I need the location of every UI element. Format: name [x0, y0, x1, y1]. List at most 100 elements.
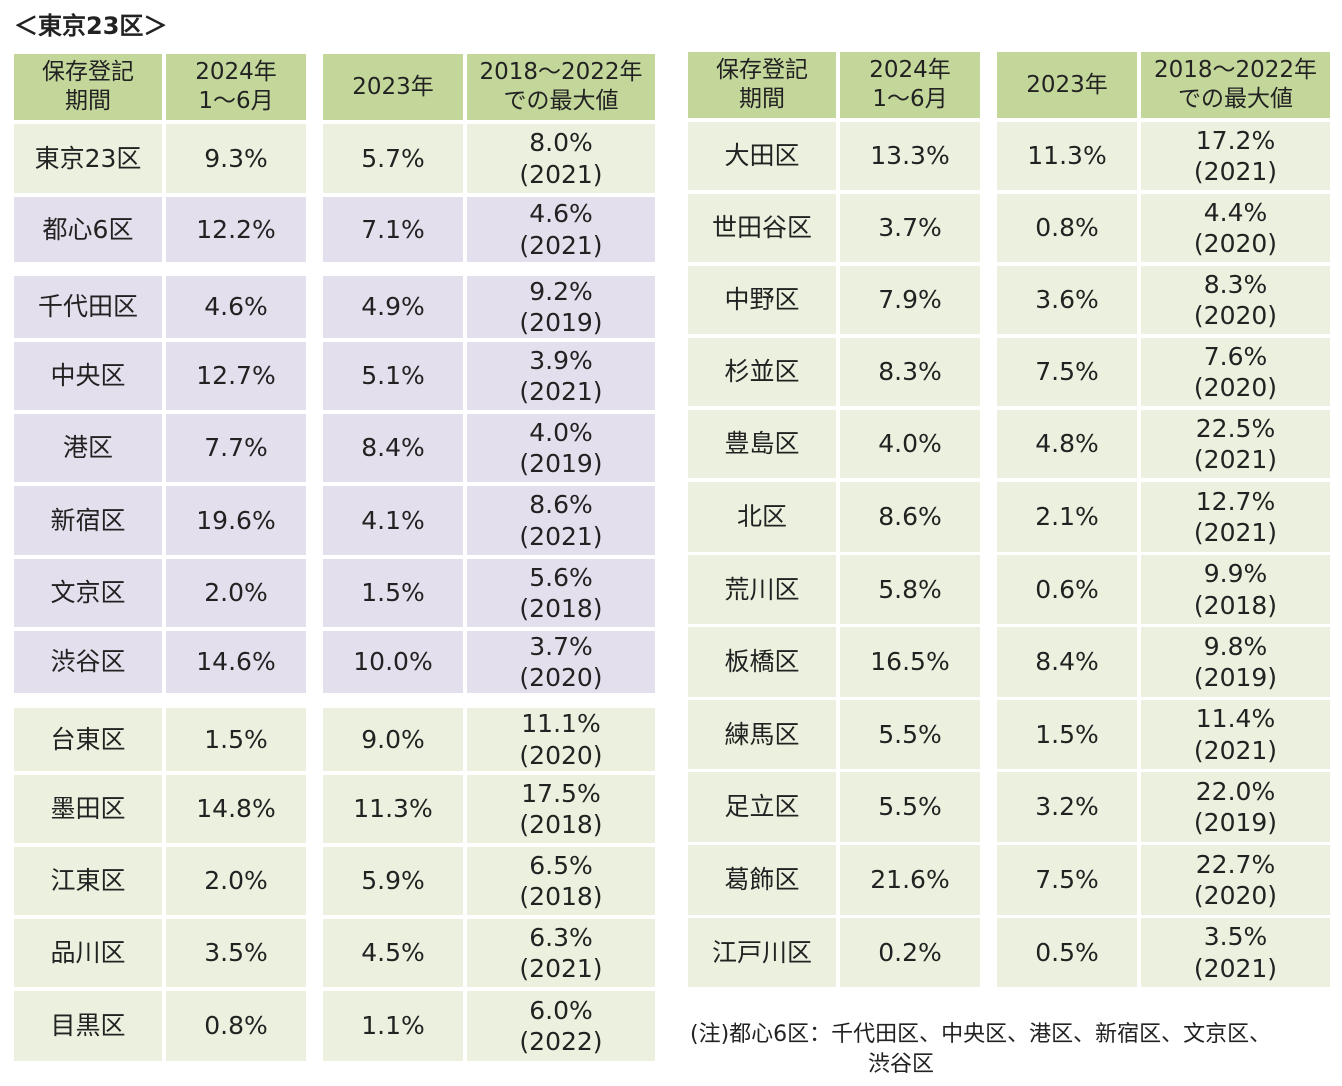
table-cell: 4.4% (2020) — [1141, 194, 1330, 262]
table-cell: 杉並区 — [688, 338, 836, 406]
cell-text: (2021) — [1193, 518, 1278, 547]
cell-text: 3.7% — [878, 213, 942, 243]
table-cell: 4.1% — [323, 486, 463, 555]
cell-text: 4.9% — [361, 292, 425, 322]
cell-text: (2021) — [519, 377, 603, 406]
cell-text: 1.5% — [361, 578, 425, 608]
cell-text: 7.5% — [1035, 357, 1099, 387]
table-cell: 22.7% (2020) — [1141, 845, 1330, 915]
cell-text: (2021) — [519, 954, 603, 983]
table-cell: 11.3% — [323, 775, 463, 843]
table-cell: 0.8% — [166, 991, 306, 1061]
table-cell: 4.6% (2021) — [467, 197, 655, 262]
cell-text: (2019) — [1193, 808, 1278, 837]
table-cell: 0.8% — [997, 194, 1137, 262]
cell-text: 2023年 — [352, 73, 434, 100]
cell-text: 14.8% — [196, 794, 276, 824]
table-cell: 2.0% — [166, 847, 306, 915]
cell-text: 1.5% — [1035, 719, 1099, 749]
cell-text: 渋谷区 — [50, 647, 126, 677]
cell-text: 9.8% — [1203, 631, 1268, 661]
table-cell: 世田谷区 — [688, 194, 836, 262]
note: 渋谷区 — [868, 1052, 935, 1077]
cell-text: 8.4% — [361, 433, 425, 463]
table-cell: 7.5% — [997, 845, 1137, 915]
cell-text: (2022) — [519, 1027, 603, 1056]
cell-text: 4.8% — [1035, 429, 1099, 459]
table-cell: 文京区 — [14, 559, 162, 627]
header-cell: 保存登記 期間 — [14, 54, 162, 120]
table-cell: 北区 — [688, 482, 836, 552]
table-cell: 16.5% — [840, 627, 980, 697]
cell-text: 16.5% — [870, 647, 950, 677]
table-cell: 7.5% — [997, 338, 1137, 406]
table-cell: 2.0% — [166, 559, 306, 627]
title: ＜東京23区＞ — [14, 12, 168, 40]
cell-text: 足立区 — [724, 792, 800, 822]
cell-text: 5.1% — [361, 361, 425, 391]
cell-text: 杉並区 — [724, 357, 800, 387]
cell-text: 期間 — [65, 88, 111, 114]
cell-text: (2019) — [1193, 663, 1278, 692]
table-cell: 東京23区 — [14, 124, 162, 193]
cell-text: 11.4% — [1195, 704, 1276, 734]
table-cell: 2.1% — [997, 482, 1137, 552]
table-cell: 千代田区 — [14, 276, 162, 338]
cell-text: (2021) — [1193, 445, 1278, 474]
cell-text: 7.6% — [1203, 341, 1268, 371]
table-cell: 5.1% — [323, 342, 463, 410]
header-cell: 2024年 1～6月 — [166, 54, 306, 120]
table-cell: 5.5% — [840, 772, 980, 842]
table-cell: 9.8% (2019) — [1141, 627, 1330, 697]
table-cell: 江東区 — [14, 847, 162, 915]
cell-text: (2021) — [1193, 735, 1278, 765]
table-cell: 22.0% (2019) — [1141, 772, 1330, 842]
table-cell: 4.0% — [840, 410, 980, 478]
cell-text: 11.3% — [1027, 141, 1107, 171]
cell-text: 3.5% — [1203, 922, 1268, 952]
table-cell: 品川区 — [14, 919, 162, 987]
cell-text: (2020) — [519, 663, 603, 692]
table-cell: 台東区 — [14, 708, 162, 771]
table-cell: 5.6% (2018) — [467, 559, 655, 627]
cell-text: 9.3% — [204, 143, 268, 173]
cell-text: 22.7% — [1195, 849, 1276, 879]
cell-text: 11.1% — [521, 709, 601, 739]
table-cell: 中央区 — [14, 342, 162, 410]
table-cell: 12.7% (2021) — [1141, 482, 1330, 552]
table-cell: 17.2% (2021) — [1141, 122, 1330, 190]
table-cell: 7.7% — [166, 414, 306, 482]
table-cell: 3.5% — [166, 919, 306, 987]
cell-text: 4.5% — [361, 938, 425, 968]
table-cell: 5.5% — [840, 700, 980, 769]
cell-text: 22.5% — [1195, 413, 1276, 443]
cell-text: 3.9% — [529, 345, 593, 375]
cell-text: 2.0% — [204, 578, 268, 608]
table-cell: 8.0% (2021) — [467, 124, 655, 193]
cell-text: 4.1% — [361, 505, 425, 535]
cell-text: (2018) — [1193, 590, 1278, 620]
cell-text: 目黒区 — [50, 1011, 126, 1041]
cell-text: 品川区 — [50, 938, 126, 968]
cell-text: 6.5% — [529, 850, 593, 880]
table-cell: 0.6% — [997, 555, 1137, 624]
table-cell: 1.5% — [166, 708, 306, 771]
cell-text: 12.7% — [196, 361, 276, 391]
table-cell: 足立区 — [688, 772, 836, 842]
cell-text: (2020) — [1193, 373, 1278, 402]
cell-text: 2.1% — [1035, 502, 1099, 532]
cell-text: 保存登記 — [716, 57, 808, 84]
cell-text: (2021) — [1193, 953, 1278, 983]
cell-text: 12.2% — [196, 214, 276, 244]
cell-text: 2023年 — [1026, 71, 1108, 98]
cell-text: 中央区 — [50, 361, 126, 391]
table-cell: 4.8% — [997, 410, 1137, 478]
cell-text: 豊島区 — [724, 429, 800, 459]
cell-text: 練馬区 — [724, 719, 800, 749]
cell-text: 文京区 — [50, 578, 126, 608]
cell-text: 2018～2022年 — [479, 59, 643, 86]
table-cell: 4.9% — [323, 276, 463, 338]
cell-text: 板橋区 — [724, 647, 800, 677]
table-cell: 3.9% (2021) — [467, 342, 655, 410]
